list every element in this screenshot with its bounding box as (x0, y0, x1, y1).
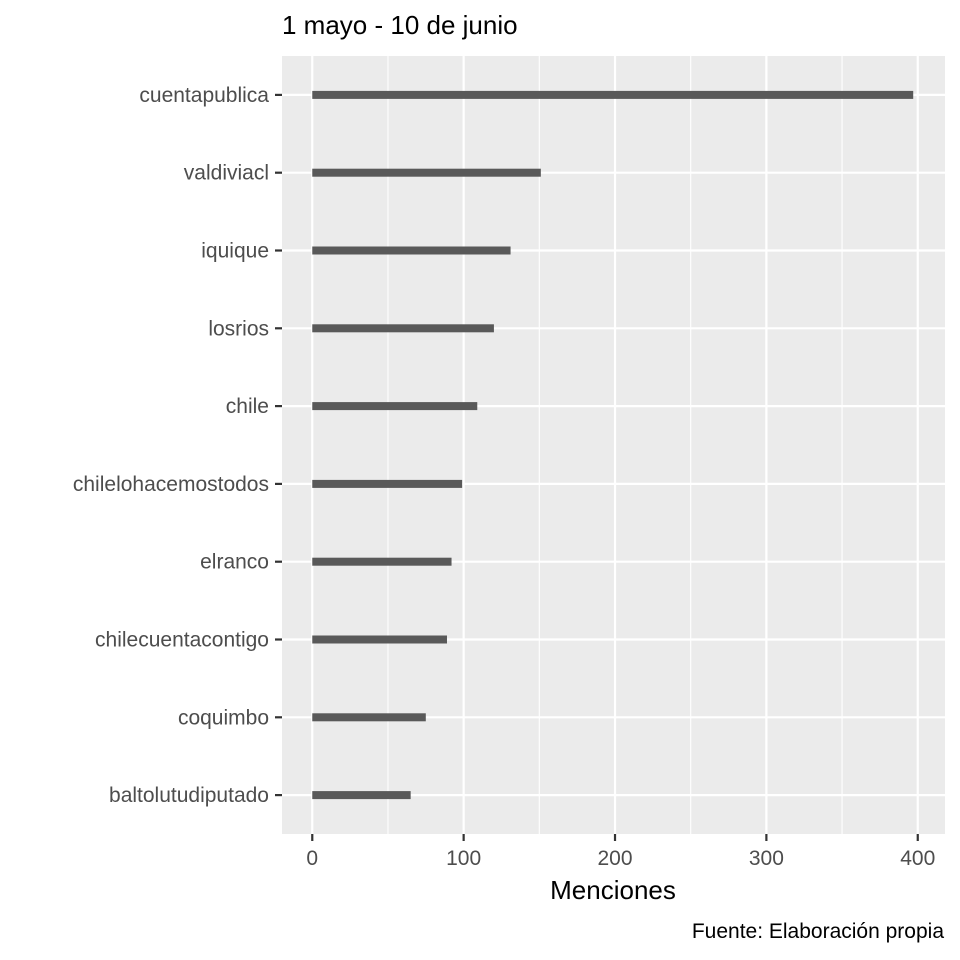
category-label: coquimbo (178, 706, 269, 729)
category-label: losrios (208, 317, 269, 340)
bar (312, 713, 426, 722)
category-label: baltolutudiputado (109, 784, 269, 807)
bar (312, 168, 541, 177)
bar (312, 635, 447, 644)
bar (312, 557, 452, 566)
bar (312, 90, 914, 99)
x-tick-label: 300 (749, 847, 784, 870)
bars (312, 90, 914, 800)
x-tick-label: 100 (446, 847, 481, 870)
category-label: chilecuentacontigo (95, 629, 269, 652)
chart-title: 1 mayo - 10 de junio (282, 10, 518, 40)
value-axis: 0 100 200 300 400 (306, 834, 935, 870)
category-label: chile (226, 395, 269, 418)
x-tick-label: 0 (306, 847, 318, 870)
bar (312, 246, 511, 255)
category-label: cuentapublica (139, 84, 269, 107)
plot-panel (282, 56, 945, 834)
x-tick-label: 400 (900, 847, 935, 870)
category-label: valdiviacl (184, 162, 269, 185)
category-axis: cuentapublica valdiviacl iquique losrios chi… (73, 84, 282, 807)
x-tick-label: 200 (597, 847, 632, 870)
bar (312, 479, 463, 488)
caption: Fuente: Elaboración propia (692, 920, 944, 943)
bar (312, 324, 494, 333)
bar (312, 402, 478, 411)
category-label: iquique (201, 240, 269, 263)
category-label: elranco (200, 551, 269, 574)
category-label: chilelohacemostodos (73, 473, 269, 496)
x-axis-title: Menciones (550, 875, 676, 905)
bar (312, 791, 411, 800)
